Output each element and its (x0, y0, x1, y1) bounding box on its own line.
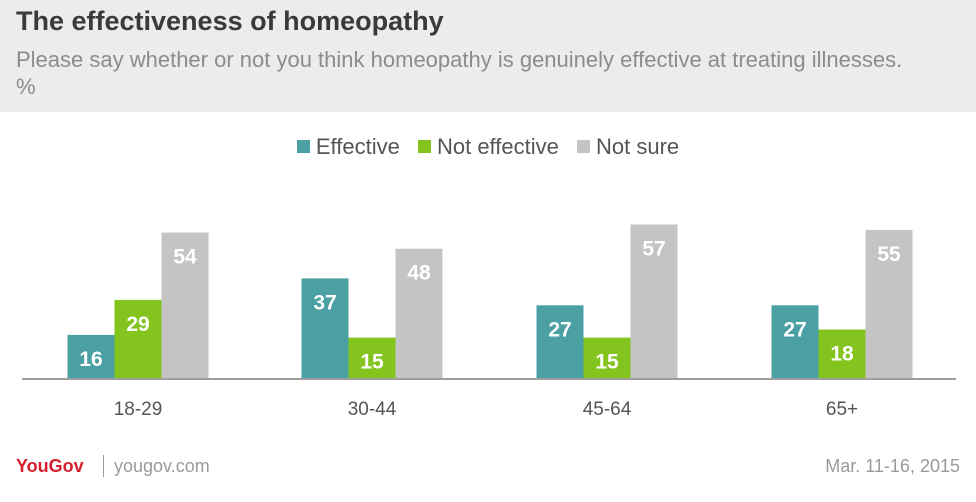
bar-effective-18-29 (67, 334, 115, 378)
data-label-effective-65-: 27 (783, 318, 806, 341)
legend-item-effective: Effective (296, 134, 400, 160)
x-tick-label-30-44: 30-44 (348, 399, 397, 420)
footer-url[interactable]: yougov.com (114, 456, 210, 476)
legend-swatch-effective (296, 140, 310, 153)
data-label-not-effective-18-29: 29 (126, 313, 149, 336)
data-label-not-effective-45-64: 15 (595, 351, 619, 374)
data-label-not-sure-18-29: 54 (173, 246, 197, 269)
bar-not-sure-45-64 (630, 224, 678, 378)
data-label-effective-18-29: 16 (79, 348, 102, 371)
bar-not-sure-30-44 (395, 248, 443, 378)
yougov-logo: YouGov (16, 456, 84, 476)
bar-not-sure-18-29 (161, 232, 209, 378)
data-label-not-sure-45-64: 57 (642, 237, 665, 260)
legend-label-not-effective: Not effective (436, 134, 559, 159)
data-label-not-sure-30-44: 48 (407, 262, 431, 285)
bar-chart: 16 29 54 18-29 37 15 48 30-44 27 15 57 45-64 27 18 55 6… (22, 224, 956, 420)
data-label-not-effective-30-44: 15 (360, 351, 384, 374)
bar-not-effective-45-64 (583, 337, 631, 378)
legend-label-effective: Effective (315, 134, 400, 159)
data-label-effective-45-64: 27 (548, 318, 571, 341)
footer-divider (103, 455, 104, 477)
bar-effective-45-64 (536, 305, 584, 378)
legend-item-not-effective: Not effective (417, 134, 559, 160)
data-label-effective-30-44: 37 (313, 291, 336, 314)
legend-label-not-sure: Not sure (595, 134, 680, 159)
chart-title: The effectiveness of homeopathy (16, 6, 444, 36)
bar-not-effective-65- (818, 329, 866, 378)
x-tick-label-18-29: 18-29 (114, 399, 163, 420)
chart-subtitle: Please say whether or not you think home… (16, 47, 903, 99)
bar-not-effective-18-29 (114, 299, 162, 378)
bar-effective-30-44 (301, 278, 349, 378)
legend-swatch-not-effective (417, 140, 431, 153)
header-band: The effectiveness of homeopathy Please s… (0, 0, 976, 112)
data-label-not-effective-65-: 18 (830, 343, 854, 366)
legend-swatch-not-sure (576, 140, 590, 153)
bar-effective-65- (771, 305, 819, 378)
x-tick-label-65-: 65+ (826, 399, 858, 420)
footer-date: Mar. 11-16, 2015 (825, 456, 960, 476)
bar-not-effective-30-44 (348, 337, 396, 378)
bar-not-sure-65- (865, 229, 913, 378)
x-tick-label-45-64: 45-64 (583, 399, 632, 420)
chart-legend: Effective Not effective Not sure (0, 134, 976, 160)
data-label-not-sure-65-: 55 (877, 243, 901, 266)
legend-item-not-sure: Not sure (576, 134, 680, 160)
